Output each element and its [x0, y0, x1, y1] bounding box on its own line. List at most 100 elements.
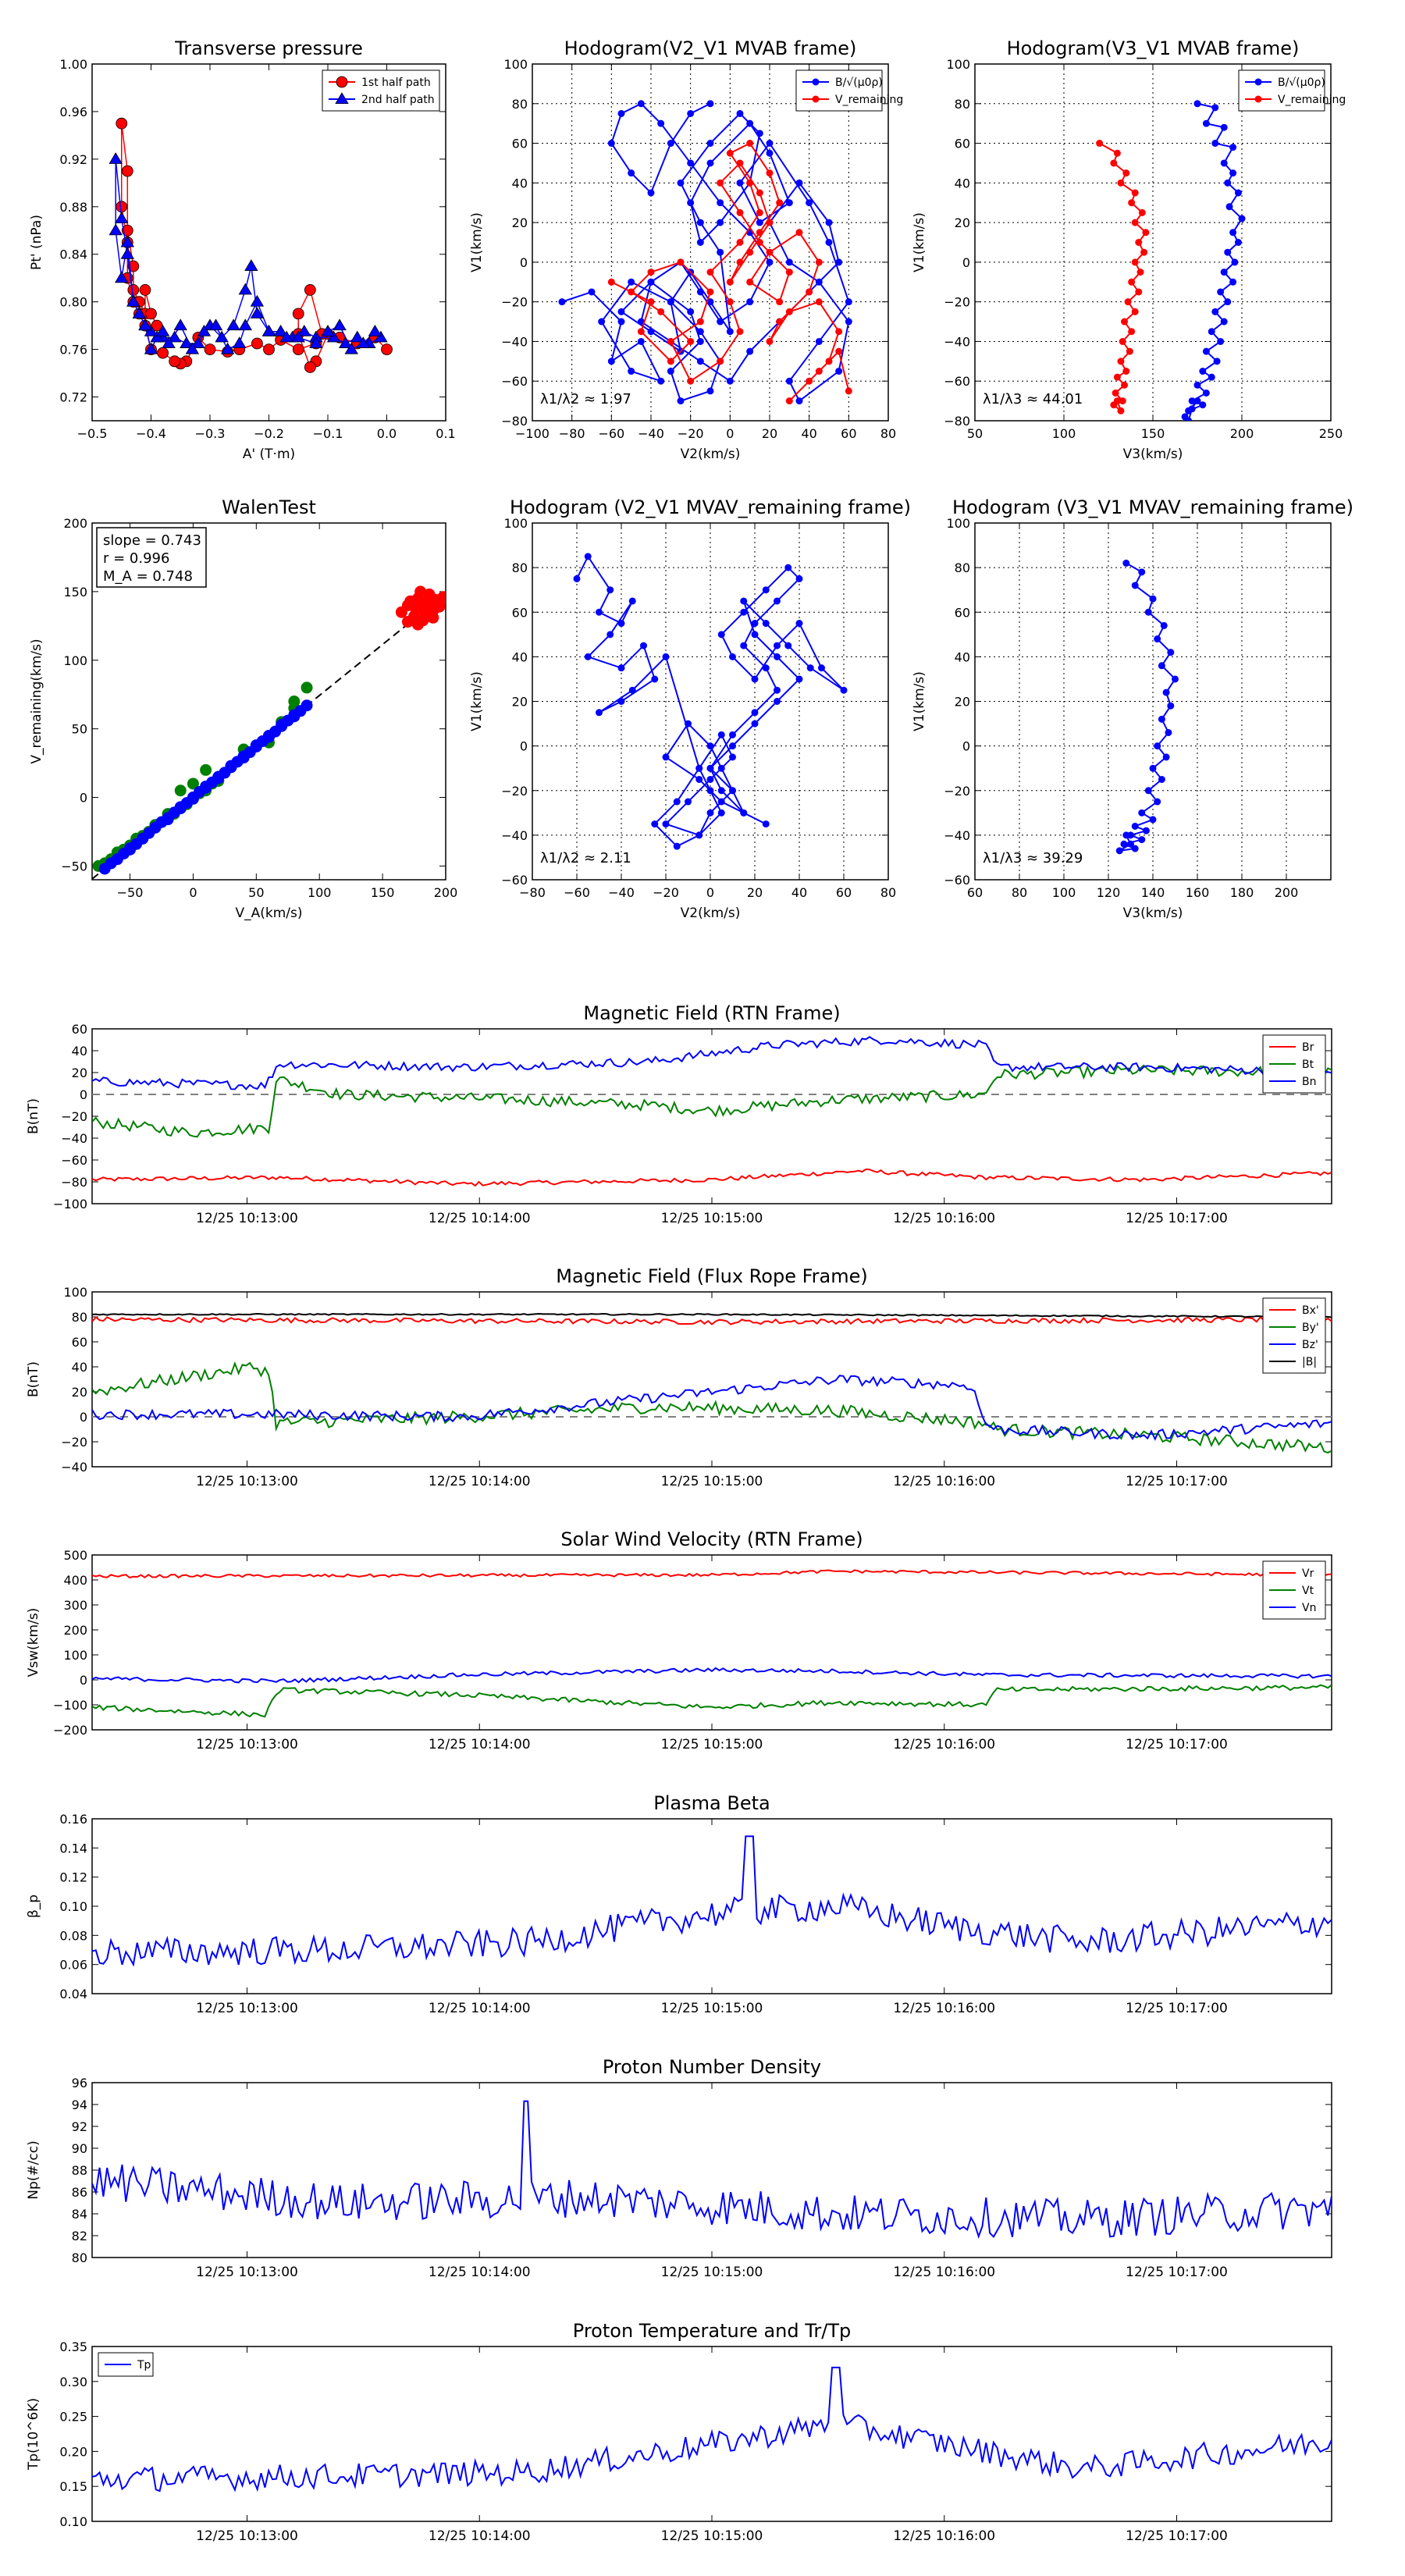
- pt-ytick-label: 0.76: [59, 343, 87, 358]
- tp-ytick-label: 0.15: [59, 2479, 87, 2494]
- h1-series-0-point: [756, 219, 763, 226]
- pt-axes-frame: [91, 63, 446, 422]
- h3-panel: Hodogram (V2_V1 MVAV_remaining frame) −60…: [469, 496, 911, 921]
- h1-series-0-point: [647, 328, 655, 336]
- pt-series-1-point: [350, 330, 365, 343]
- pt-legend-marker: [335, 92, 349, 105]
- np-ytick-label: 96: [72, 2076, 87, 2090]
- walen-axes-frame: [91, 522, 446, 881]
- h2-ytick-label: 80: [955, 97, 970, 112]
- h1-series-1-point: [766, 337, 774, 345]
- h2-series-1-point: [1110, 159, 1118, 167]
- bfield_rtn-ytick-label: 0: [80, 1087, 87, 1102]
- h2-series-1-point: [1113, 397, 1121, 405]
- h2-series-1-point: [1136, 269, 1144, 276]
- h2-series-0-point: [1220, 269, 1228, 276]
- vsw-ytick-label: 500: [63, 1548, 87, 1563]
- h3-series-0-point: [673, 798, 681, 806]
- bfield_rtn-time-label: 12/25 10:15:00: [661, 1211, 763, 1226]
- tp-time-label: 12/25 10:14:00: [429, 2528, 531, 2544]
- h1-series-0-point: [845, 298, 852, 306]
- bfield_fr-series-By-line: [92, 1361, 1332, 1453]
- h4-data: [1115, 559, 1179, 855]
- pt-series-1-point: [238, 283, 252, 295]
- h3-series-0-point: [640, 642, 647, 649]
- h3-series-0-point: [762, 664, 770, 672]
- beta-time-label: 12/25 10:15:00: [661, 2001, 763, 2016]
- h1-ytick-label: −40: [501, 334, 528, 349]
- h3-xlabel: V2(km/s): [681, 906, 741, 921]
- h3-series-0-point: [706, 775, 714, 783]
- h3-series-0-point: [685, 720, 692, 728]
- walen-series-2-point: [417, 614, 429, 627]
- pt-series-1-point: [144, 324, 158, 336]
- walen-series-2-point: [422, 598, 434, 610]
- pt-series-1-point: [180, 336, 194, 348]
- vsw-time-label: 12/25 10:13:00: [196, 1737, 298, 1752]
- h1-series-1-point: [677, 258, 685, 266]
- h2-series-0-point: [1211, 104, 1219, 112]
- h4-ytick-label: −40: [944, 828, 970, 843]
- h2-xlabel: V3(km/s): [1123, 447, 1183, 462]
- np-time-label: 12/25 10:13:00: [196, 2265, 298, 2280]
- vsw-ytick-label: 300: [63, 1598, 87, 1613]
- vsw-ytick-label: −100: [53, 1698, 87, 1713]
- h1-series-0-point: [617, 308, 625, 315]
- bfield_rtn-time-label: 12/25 10:16:00: [893, 1211, 995, 1226]
- pt-series-1-point: [297, 324, 311, 336]
- h1-series-0-point: [706, 140, 714, 148]
- h2-series-1-point: [1135, 239, 1143, 246]
- h1-series-0-point: [677, 179, 685, 187]
- h1-series-1-point: [835, 328, 843, 336]
- bfield_rtn-legend-label: Br: [1302, 1041, 1314, 1054]
- h1-legend-label: V_remaining: [835, 94, 903, 106]
- h3-xtick-label: −40: [608, 885, 635, 900]
- walen-series-1-point: [237, 752, 250, 764]
- h4-title: Hodogram (V3_V1 MVAV_remaining frame): [952, 496, 1353, 518]
- h2-series-0-point: [1202, 347, 1210, 355]
- bfield_rtn-panel: Magnetic Field (RTN Frame) −100 −80 −60 −40 −…: [26, 1002, 1332, 1226]
- h2-ytick-label: 100: [946, 57, 970, 72]
- h3-eigen-ratio: λ1/λ2 ≈ 2.11: [540, 850, 631, 866]
- beta-axes-frame: [91, 1818, 1332, 1994]
- h2-series-1-point: [1140, 248, 1148, 256]
- np-ytick-label: 84: [72, 2207, 87, 2222]
- h3-series-0-point: [774, 653, 781, 660]
- walen-series-2-point: [432, 596, 444, 609]
- h1-series-1-point: [746, 179, 754, 187]
- pt-xtick-label: 0.0: [377, 426, 397, 441]
- walen-panel: WalenTest −50 0 50 100 150 200 −50 0 50 100 150 200 V…: [29, 496, 457, 921]
- h2-series-1-point: [1112, 389, 1119, 397]
- h1-series-1-point: [667, 337, 674, 345]
- bfield_fr-time-label: 12/25 10:13:00: [196, 1474, 298, 1489]
- h4-ytick-label: 0: [962, 739, 970, 754]
- h1-series-0-point: [785, 377, 793, 385]
- bfield_rtn-ytick-label: −60: [61, 1153, 87, 1168]
- h2-series-1-point: [1128, 278, 1136, 286]
- bfield_fr-time-label: 12/25 10:17:00: [1126, 1474, 1228, 1489]
- h1-series-1-point: [746, 278, 754, 286]
- h4-series-0-point: [1120, 840, 1128, 848]
- h1-series-1-point: [628, 288, 635, 296]
- h1-series-1-point: [785, 397, 793, 405]
- h2-series-0-point: [1229, 144, 1237, 151]
- h3-series-0-point: [751, 631, 759, 639]
- pt-legend-label: 1st half path: [361, 76, 431, 89]
- h3-series-0-point: [740, 809, 748, 817]
- walen-series-1-point: [162, 813, 174, 826]
- pt-series-1-point: [208, 318, 223, 331]
- h1-series-0-point: [617, 318, 625, 326]
- pt-series-1-point: [197, 324, 212, 336]
- h3-series-0-point: [662, 820, 670, 828]
- h3-series-0-point: [795, 575, 803, 582]
- h2-legend: [1238, 69, 1325, 112]
- h1-series-1-point: [736, 258, 744, 266]
- vsw-panel: Solar Wind Velocity (RTN Frame) −200 −100 0…: [26, 1528, 1332, 1752]
- h2-series-1-point: [1128, 328, 1136, 336]
- h1-ytick-label: 60: [512, 137, 528, 151]
- h2-series-1-point: [1121, 381, 1129, 389]
- walen-series-0-point: [301, 681, 313, 694]
- h1-series-0-point: [607, 140, 615, 148]
- h1-series-1-point: [835, 347, 843, 355]
- pt-series-1-point: [250, 294, 265, 307]
